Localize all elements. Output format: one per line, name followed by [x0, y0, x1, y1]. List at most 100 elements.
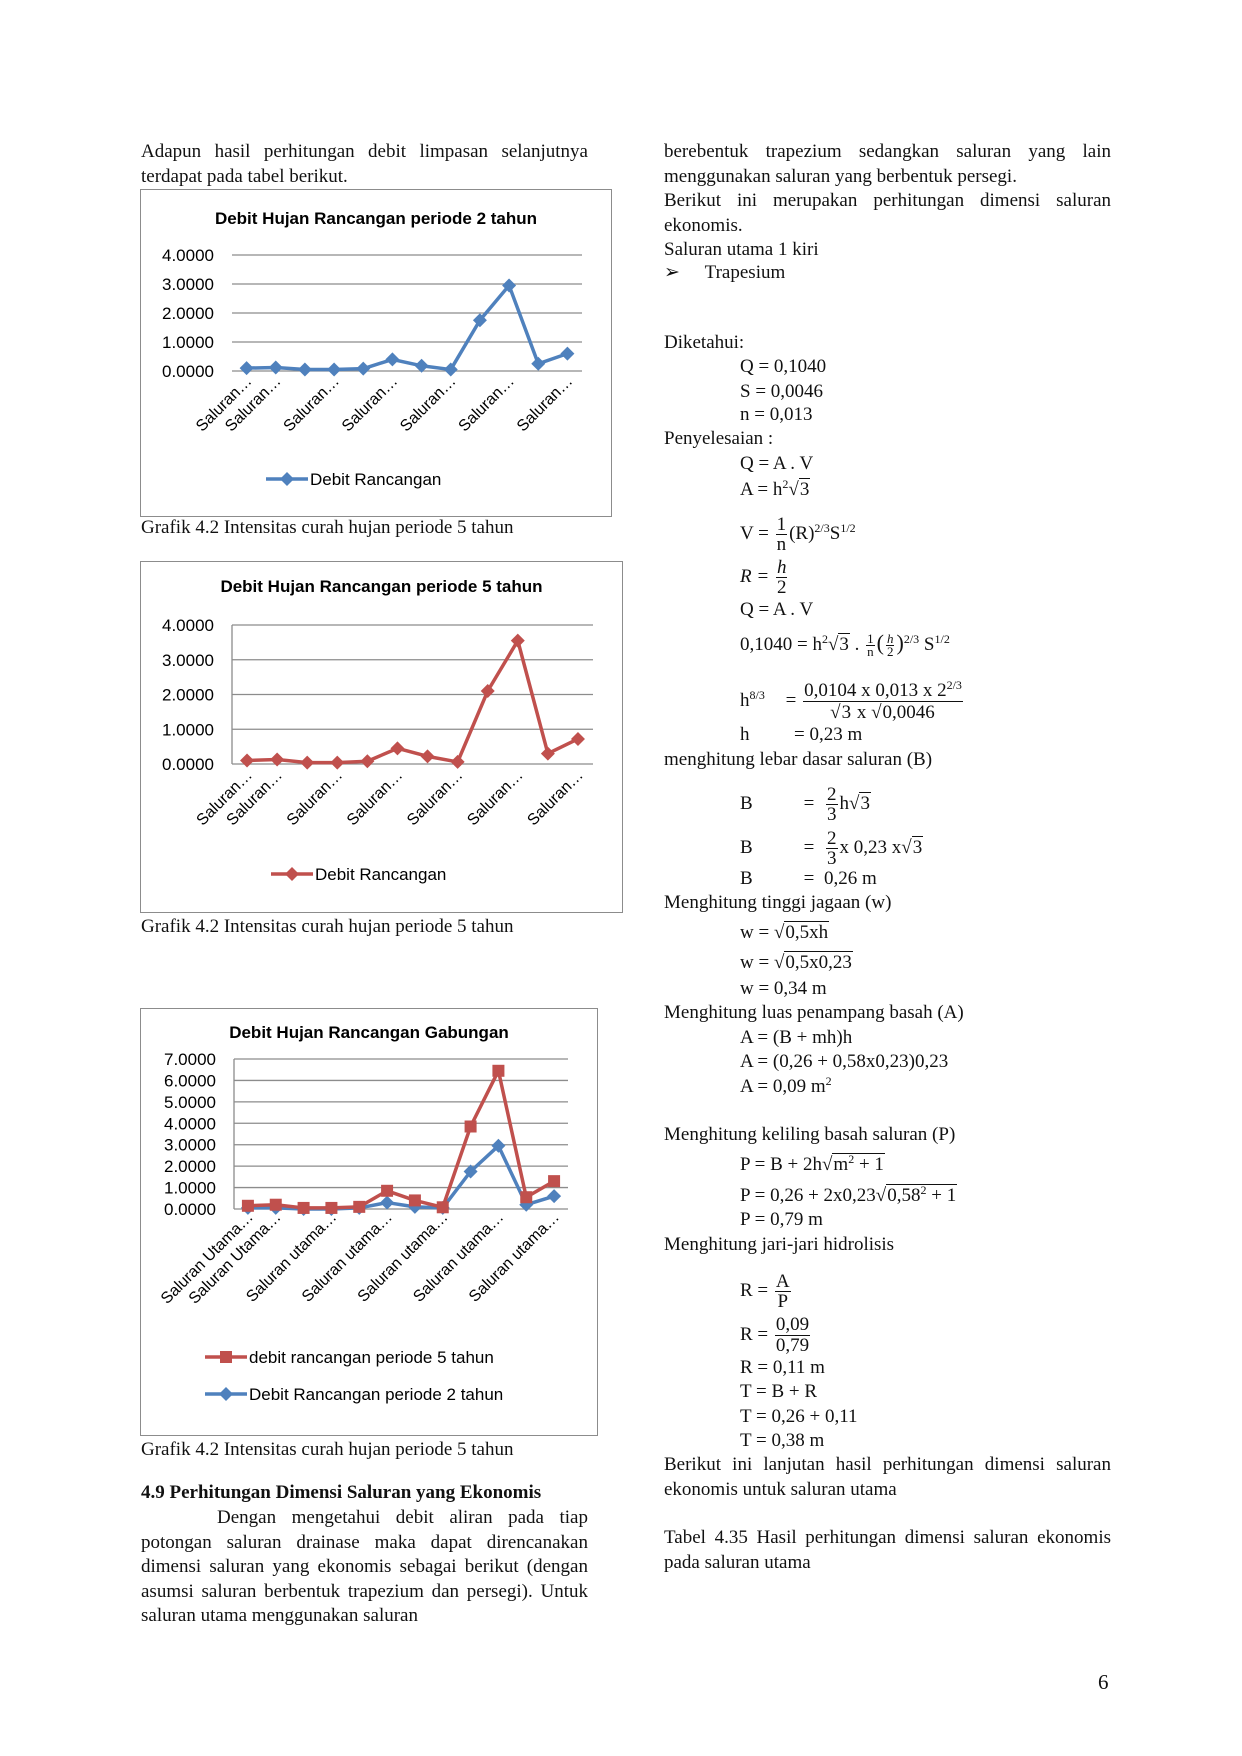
- formula-text: x 0,23 x: [839, 836, 902, 858]
- y-tick-label: 2.0000: [162, 686, 214, 705]
- sqrt-term: 0,5xh: [784, 921, 830, 943]
- x-tick-label: Saluran…: [464, 767, 526, 829]
- y-tick-label: 2.0000: [164, 1157, 216, 1176]
- formula-p-1: P = B + 2h√m2 + 1: [740, 1152, 885, 1175]
- data-point: [570, 731, 585, 746]
- y-tick-label: 5.0000: [164, 1093, 216, 1112]
- fraction: 0,09 0,79: [774, 1315, 811, 1356]
- chart-periode-2-tahun: Debit Hujan Rancangan periode 2 tahun 4.0…: [140, 189, 612, 517]
- bullet-item: ➢ Trapesium: [664, 261, 785, 285]
- denominator: n: [867, 644, 874, 660]
- denominator: 3: [827, 848, 837, 869]
- data-point: [450, 754, 465, 769]
- luas-label: Menghitung luas penampang basah (A): [664, 1002, 964, 1023]
- formula-sup: 2/3: [946, 678, 962, 692]
- legend-label: debit rancangan periode 5 tahun: [249, 1348, 494, 1367]
- y-tick-label: 3.0000: [164, 1136, 216, 1155]
- formula-sup: 2: [920, 1183, 927, 1197]
- data-point: [390, 741, 405, 756]
- formula-text: V =: [740, 522, 774, 544]
- formula-text: R =: [740, 1323, 773, 1345]
- numerator: 0,0104 x 0,013 x 22/3: [803, 678, 963, 702]
- sqrt-term: m2 + 1: [832, 1153, 885, 1175]
- formula-p-3: P = 0,79 m: [740, 1209, 823, 1230]
- formula-a-2: A = (0,26 + 0,58x0,23)0,23: [740, 1051, 949, 1072]
- series-line: [247, 1144, 555, 1211]
- data-point: [408, 1194, 421, 1207]
- data-point: [269, 1198, 282, 1211]
- equals: =: [803, 792, 815, 814]
- data-point: [360, 754, 375, 769]
- formula-text: 0,58: [887, 1185, 921, 1206]
- data-point: [491, 1138, 506, 1153]
- equals: =: [803, 868, 815, 889]
- data-point: [325, 1201, 338, 1214]
- intro-paragraph: Adapun hasil perhitungan debit limpasan …: [141, 141, 588, 187]
- formula-text: m: [833, 1154, 849, 1175]
- formula-text: .: [849, 634, 865, 655]
- right-paragraph-1: berebentuk trapezium sedangkan saluran y…: [664, 141, 1111, 187]
- bullet-text: Trapesium: [704, 262, 786, 283]
- given-s: S = 0,0046: [740, 381, 824, 402]
- chart-title: Debit Hujan Rancangan periode 5 tahun: [220, 577, 542, 596]
- formula-sup: 1/2: [934, 632, 950, 646]
- diketahui-label: Diketahui:: [664, 332, 745, 353]
- sqrt-term: 0,582 + 1: [886, 1183, 958, 1206]
- x-tick-label: Saluran…: [281, 373, 343, 435]
- y-tick-label: 2.0000: [162, 304, 214, 323]
- jari-label: Menghitung jari-jari hidrolisis: [664, 1234, 895, 1255]
- numerator: A: [774, 1271, 791, 1292]
- formula-text: 0,1040 = h: [740, 634, 822, 655]
- data-point: [520, 1191, 533, 1204]
- formula-t-1: T = B + R: [740, 1381, 818, 1402]
- formula-h-power: h8/3 = 0,0104 x 0,013 x 22/3 √3 x √0,0046: [740, 678, 965, 723]
- y-tick-label: 1.0000: [162, 333, 214, 352]
- numerator: 2: [826, 828, 838, 849]
- y-tick-label: 7.0000: [164, 1050, 216, 1069]
- x-tick-label: Saluran…: [344, 767, 406, 829]
- data-point: [381, 1184, 394, 1197]
- data-point: [480, 684, 495, 699]
- formula-a: A = h2√3: [740, 477, 811, 500]
- formula-b-2: B = 2 3 x 0,23 x√3: [740, 828, 924, 869]
- formula-text: = 0,23 m: [794, 724, 863, 745]
- data-point: [385, 352, 400, 367]
- formula-sup: 2: [821, 632, 828, 646]
- sqrt-term: 0,0046: [881, 701, 936, 723]
- chart-periode-5-tahun: Debit Hujan Rancangan periode 5 tahun 4.0…: [140, 561, 623, 913]
- data-point: [492, 1064, 505, 1077]
- lebar-label: menghitung lebar dasar saluran (B): [664, 749, 933, 770]
- keliling-label: Menghitung keliling basah saluran (P): [664, 1124, 956, 1145]
- formula-text: h: [740, 689, 750, 711]
- sqrt-term: 0,5x0,23: [784, 951, 853, 973]
- y-tick-label: 4.0000: [164, 1114, 216, 1133]
- denominator: n: [776, 534, 787, 555]
- legend-label: Debit Rancangan periode 2 tahun: [249, 1385, 503, 1404]
- formula-a-3: A = 0,09 m2: [740, 1075, 832, 1099]
- data-point: [414, 358, 429, 373]
- y-tick-label: 1.0000: [162, 720, 214, 739]
- formula-text: P = B + 2h: [740, 1154, 822, 1175]
- denominator: 2: [886, 644, 894, 660]
- x-tick-label: Saluran…: [514, 373, 576, 435]
- x-tick-label: Saluran…: [284, 767, 346, 829]
- sqrt-term: 3: [859, 791, 871, 814]
- jagaan-label: Menghitung tinggi jagaan (w): [664, 892, 892, 913]
- data-point: [300, 755, 315, 770]
- x-tick-label: Saluran…: [456, 373, 518, 435]
- formula-sup: 2: [782, 477, 789, 491]
- formula-h-result: h = 0,23 m: [740, 723, 862, 747]
- formula-sup: 2/3: [814, 520, 830, 535]
- legend-marker: [280, 472, 294, 486]
- legend-label: Debit Rancangan: [310, 470, 441, 489]
- formula-text: S: [919, 634, 935, 655]
- legend-marker: [285, 867, 299, 881]
- data-point: [540, 746, 555, 761]
- data-point: [356, 361, 371, 376]
